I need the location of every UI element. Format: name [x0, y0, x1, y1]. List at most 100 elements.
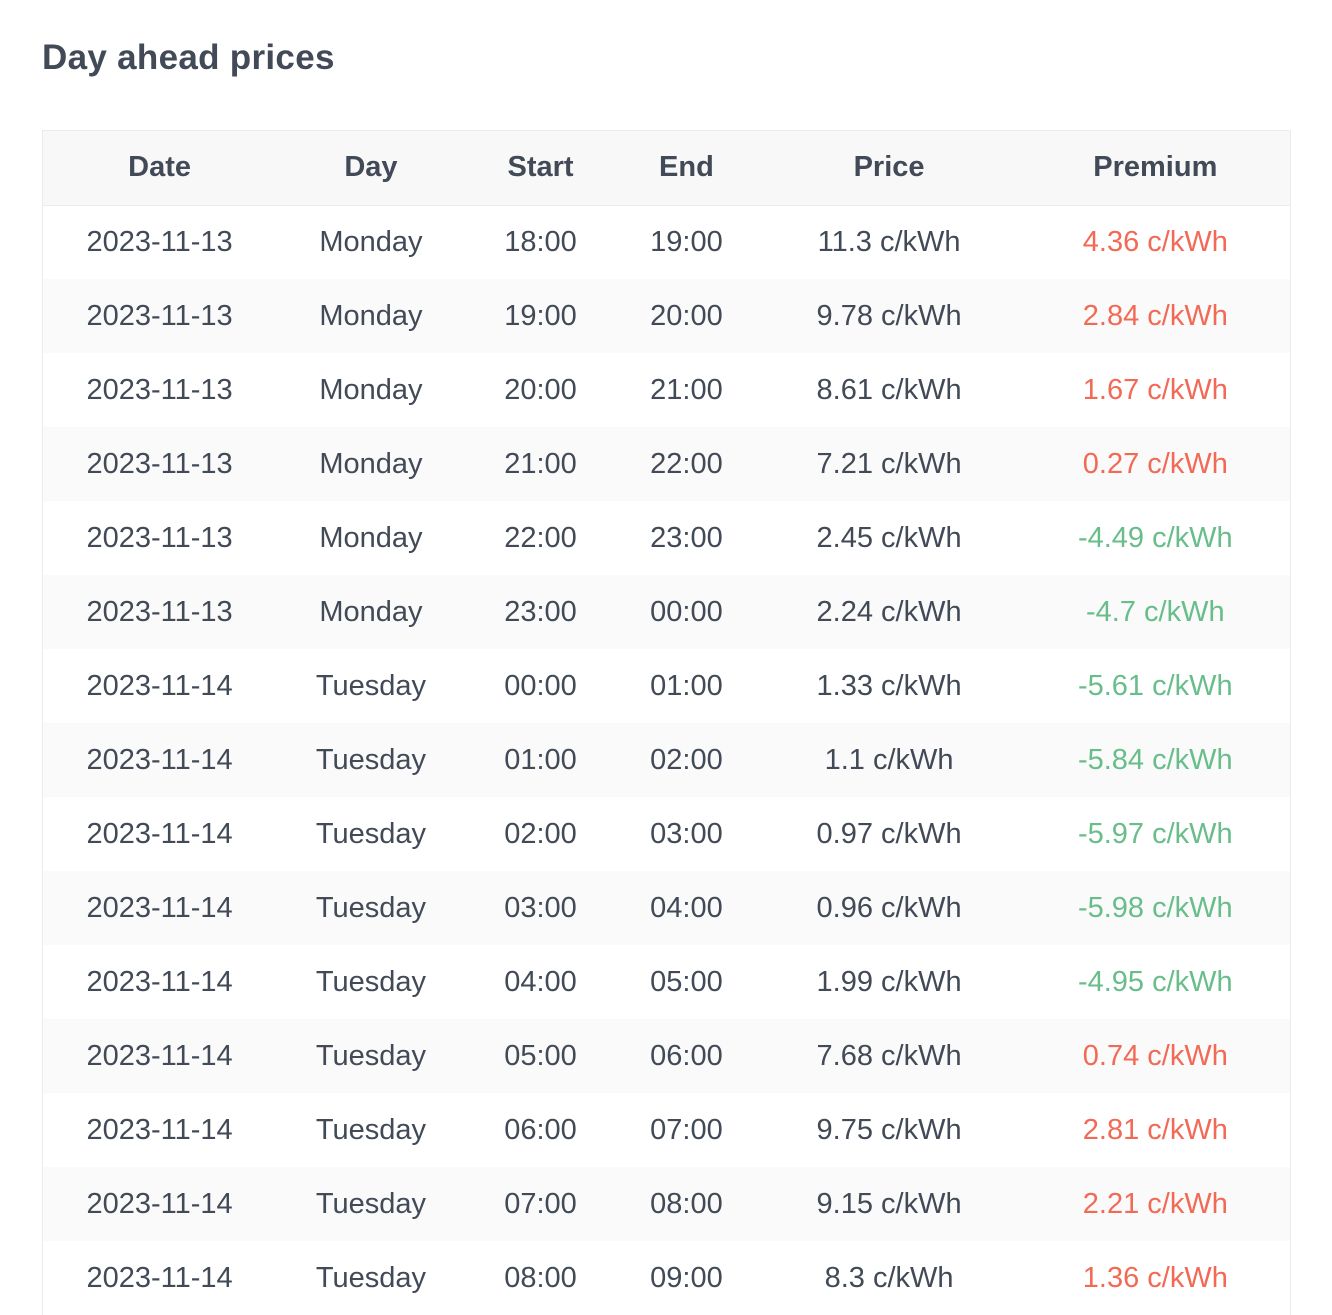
cell-premium: -4.7 c/kWh — [1086, 595, 1225, 628]
cell-date: 2023-11-14 — [86, 1113, 233, 1146]
table-row: 2023-11-14 Tuesday 07:00 08:00 9.15 c/kW… — [43, 1167, 1290, 1241]
cell-day: Tuesday — [315, 1187, 427, 1220]
cell-start: 08:00 — [504, 1261, 577, 1294]
cell-start: 04:00 — [504, 965, 577, 998]
table-header: Date Day Start End Price Premium — [43, 131, 1290, 206]
cell-date: 2023-11-13 — [86, 299, 233, 332]
cell-day: Tuesday — [315, 817, 427, 850]
cell-start: 20:00 — [504, 373, 577, 406]
table-row: 2023-11-13 Monday 21:00 22:00 7.21 c/kWh… — [43, 427, 1290, 501]
cell-start: 02:00 — [504, 817, 577, 850]
cell-date: 2023-11-14 — [86, 891, 233, 924]
table-row: 2023-11-14 Tuesday 00:00 01:00 1.33 c/kW… — [43, 649, 1290, 723]
cell-start: 05:00 — [504, 1039, 577, 1072]
cell-day: Monday — [319, 299, 423, 332]
column-header-price: Price — [757, 131, 1021, 206]
cell-premium: 4.36 c/kWh — [1082, 225, 1228, 258]
cell-day: Monday — [319, 521, 423, 554]
cell-date: 2023-11-13 — [86, 595, 233, 628]
cell-end: 02:00 — [650, 743, 723, 776]
cell-end: 06:00 — [650, 1039, 723, 1072]
cell-date: 2023-11-13 — [86, 447, 233, 480]
cell-day: Monday — [319, 373, 423, 406]
cell-premium: -4.49 c/kWh — [1077, 521, 1233, 554]
cell-end: 08:00 — [650, 1187, 723, 1220]
cell-date: 2023-11-14 — [86, 817, 233, 850]
cell-end: 22:00 — [650, 447, 723, 480]
cell-premium: 2.84 c/kWh — [1082, 299, 1228, 332]
table-row: 2023-11-13 Monday 19:00 20:00 9.78 c/kWh… — [43, 279, 1290, 353]
cell-premium: -5.97 c/kWh — [1077, 817, 1233, 850]
cell-start: 19:00 — [504, 299, 577, 332]
cell-end: 21:00 — [650, 373, 723, 406]
cell-price: 7.21 c/kWh — [816, 447, 962, 480]
cell-price: 8.3 c/kWh — [824, 1261, 954, 1294]
cell-date: 2023-11-14 — [86, 1261, 233, 1294]
cell-price: 9.75 c/kWh — [816, 1113, 962, 1146]
cell-end: 19:00 — [650, 225, 723, 258]
cell-premium: 0.74 c/kWh — [1082, 1039, 1228, 1072]
column-header-start: Start — [465, 131, 616, 206]
table-row: 2023-11-14 Tuesday 01:00 02:00 1.1 c/kWh… — [43, 723, 1290, 797]
cell-price: 8.61 c/kWh — [816, 373, 962, 406]
page-title: Day ahead prices — [42, 38, 335, 77]
cell-start: 22:00 — [504, 521, 577, 554]
cell-end: 23:00 — [650, 521, 723, 554]
cell-premium: -5.61 c/kWh — [1077, 669, 1233, 702]
cell-start: 01:00 — [504, 743, 577, 776]
cell-day: Tuesday — [315, 1113, 427, 1146]
cell-start: 23:00 — [504, 595, 577, 628]
cell-date: 2023-11-14 — [86, 1187, 233, 1220]
table-row: 2023-11-13 Monday 18:00 19:00 11.3 c/kWh… — [43, 205, 1290, 279]
column-header-end: End — [615, 131, 758, 206]
cell-date: 2023-11-14 — [86, 1039, 233, 1072]
cell-day: Tuesday — [315, 891, 427, 924]
cell-premium: 0.27 c/kWh — [1082, 447, 1228, 480]
table-row: 2023-11-13 Monday 22:00 23:00 2.45 c/kWh… — [43, 501, 1290, 575]
cell-day: Tuesday — [315, 1039, 427, 1072]
cell-end: 00:00 — [650, 595, 723, 628]
cell-price: 7.68 c/kWh — [816, 1039, 962, 1072]
cell-start: 21:00 — [504, 447, 577, 480]
table-row: 2023-11-14 Tuesday 04:00 05:00 1.99 c/kW… — [43, 945, 1290, 1019]
cell-premium: 1.36 c/kWh — [1082, 1261, 1228, 1294]
cell-premium: -5.98 c/kWh — [1077, 891, 1233, 924]
table-header-row: Date Day Start End Price Premium — [43, 131, 1290, 206]
cell-premium: 2.81 c/kWh — [1082, 1113, 1228, 1146]
cell-day: Tuesday — [315, 743, 427, 776]
cell-day: Tuesday — [315, 669, 427, 702]
table-row: 2023-11-14 Tuesday 08:00 09:00 8.3 c/kWh… — [43, 1241, 1290, 1315]
cell-start: 18:00 — [504, 225, 577, 258]
cell-price: 0.96 c/kWh — [816, 891, 962, 924]
cell-date: 2023-11-14 — [86, 669, 233, 702]
cell-start: 03:00 — [504, 891, 577, 924]
cell-price: 1.33 c/kWh — [816, 669, 962, 702]
cell-premium: 2.21 c/kWh — [1082, 1187, 1228, 1220]
table-row: 2023-11-13 Monday 20:00 21:00 8.61 c/kWh… — [43, 353, 1290, 427]
column-header-date: Date — [43, 131, 277, 206]
cell-price: 1.99 c/kWh — [816, 965, 962, 998]
cell-price: 9.78 c/kWh — [816, 299, 962, 332]
cell-end: 07:00 — [650, 1113, 723, 1146]
cell-end: 03:00 — [650, 817, 723, 850]
day-ahead-prices-table-container: Date Day Start End Price Premium 2023-11-13 M… — [42, 130, 1291, 1315]
cell-day: Monday — [319, 447, 423, 480]
cell-price: 2.45 c/kWh — [816, 521, 962, 554]
cell-price: 11.3 c/kWh — [817, 225, 961, 258]
cell-date: 2023-11-13 — [86, 521, 233, 554]
cell-premium: 1.67 c/kWh — [1082, 373, 1228, 406]
table-row: 2023-11-13 Monday 23:00 00:00 2.24 c/kWh… — [43, 575, 1290, 649]
cell-end: 20:00 — [650, 299, 723, 332]
cell-price: 1.1 c/kWh — [824, 743, 954, 776]
cell-day: Tuesday — [315, 1261, 427, 1294]
cell-date: 2023-11-14 — [86, 965, 233, 998]
cell-end: 04:00 — [650, 891, 723, 924]
cell-date: 2023-11-14 — [86, 743, 233, 776]
table-row: 2023-11-14 Tuesday 05:00 06:00 7.68 c/kW… — [43, 1019, 1290, 1093]
column-header-day: Day — [276, 131, 466, 206]
cell-day: Tuesday — [315, 965, 427, 998]
cell-start: 00:00 — [504, 669, 577, 702]
cell-date: 2023-11-13 — [86, 373, 233, 406]
cell-day: Monday — [319, 225, 423, 258]
cell-premium: -5.84 c/kWh — [1077, 743, 1233, 776]
